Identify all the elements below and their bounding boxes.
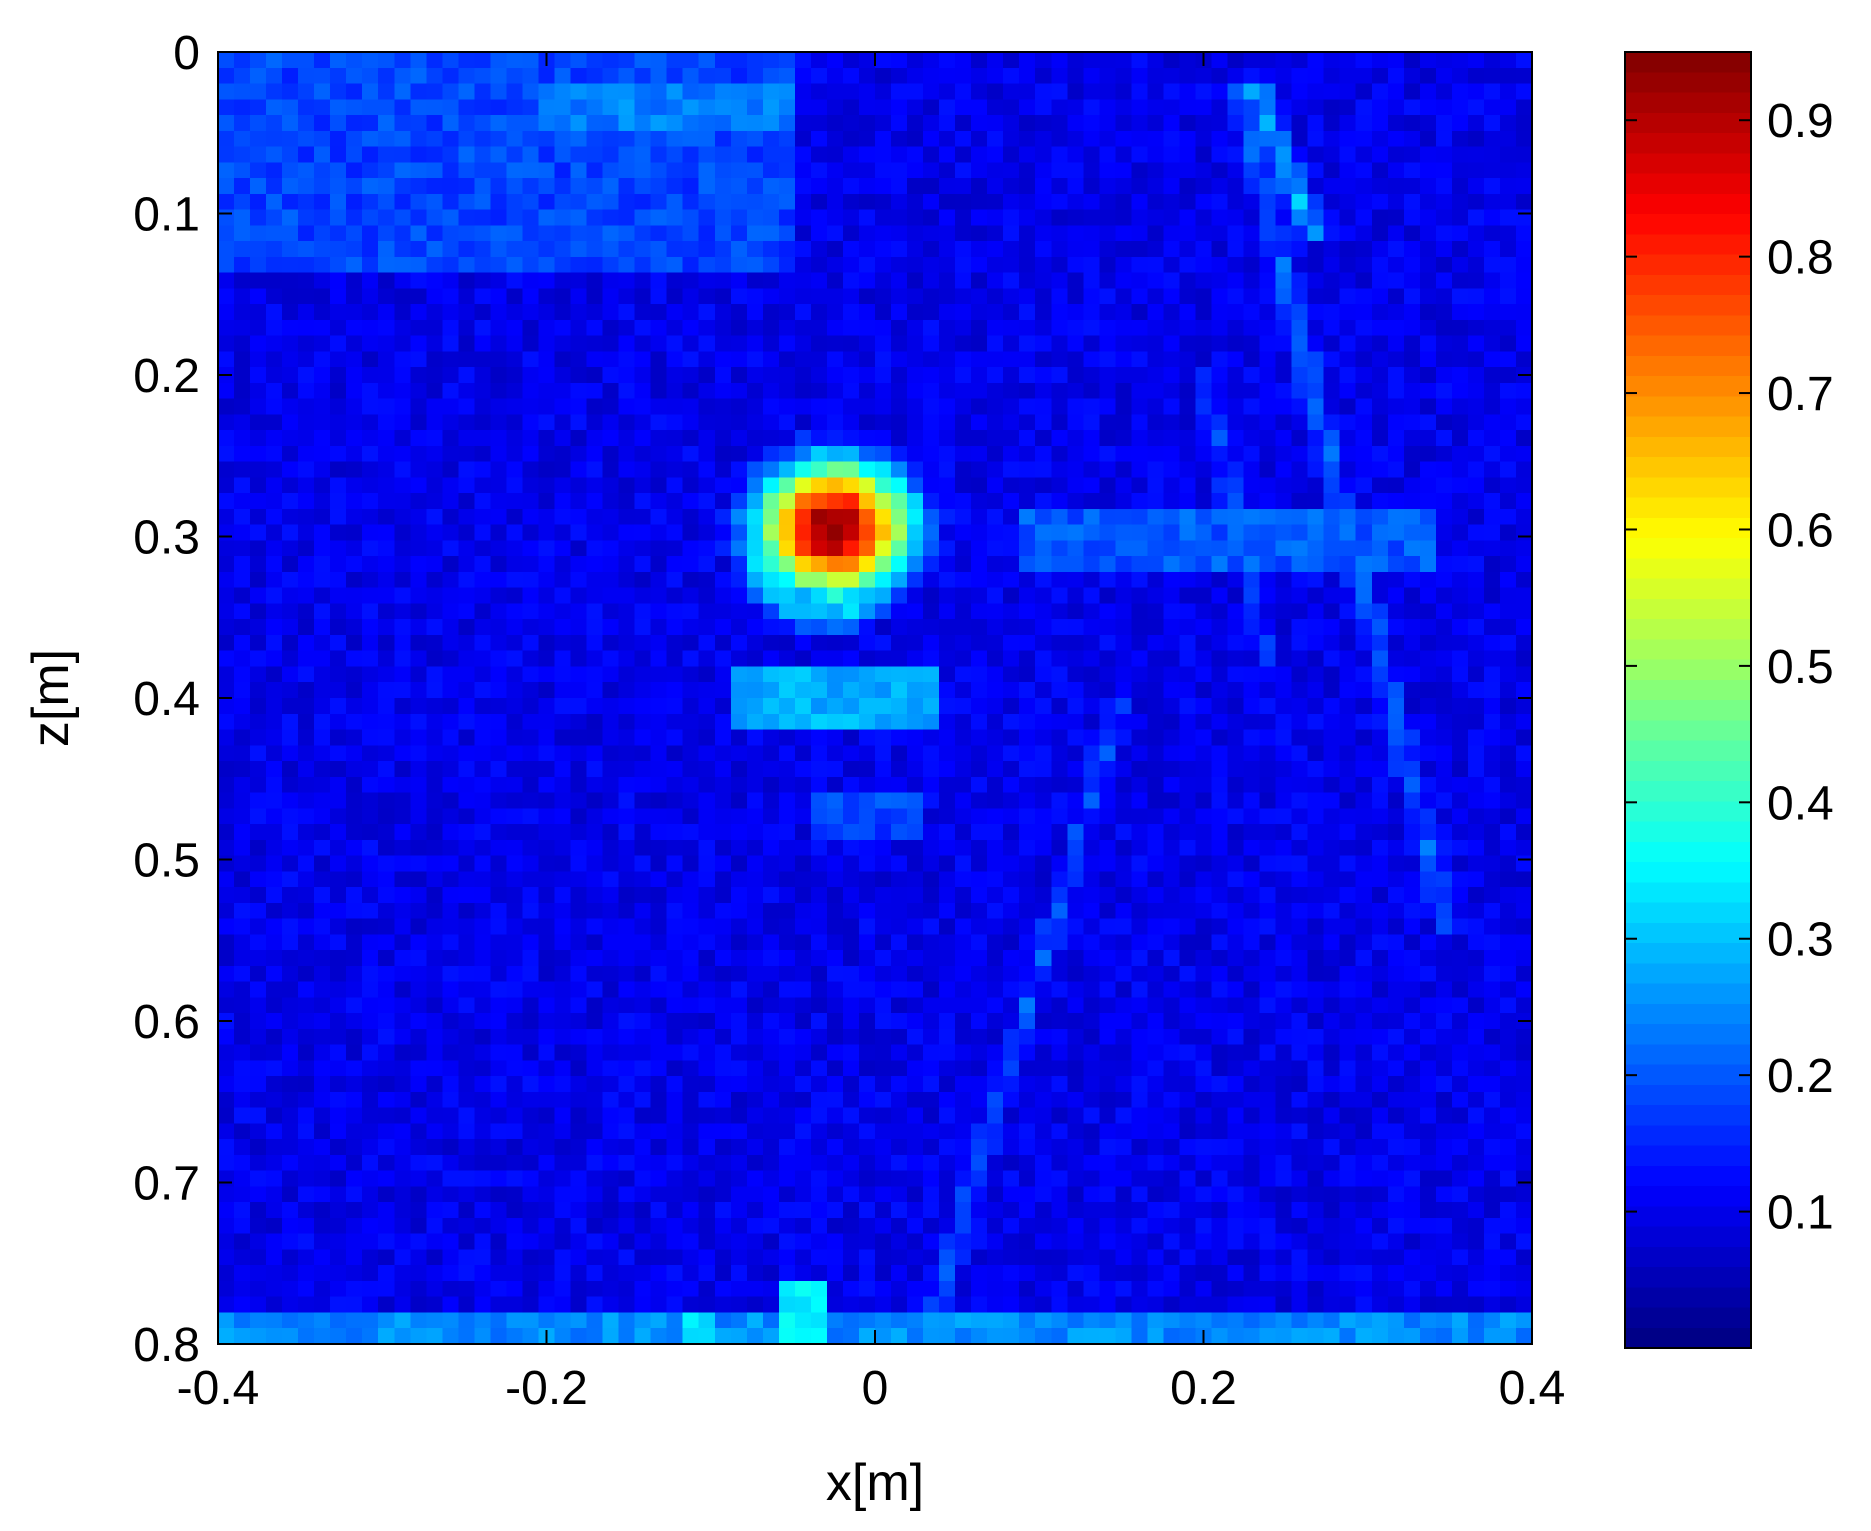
y-tick-label: 0.2 <box>133 350 200 403</box>
heatmap-image <box>218 52 1532 1344</box>
y-tick-label: 0.1 <box>133 189 200 242</box>
x-tick-label: 0.4 <box>1499 1362 1566 1415</box>
y-tick-label: 0.4 <box>133 673 200 726</box>
colorbar-ticks: 0.1 0.2 0.3 0.4 0.5 0.6 0.7 0.8 0.9 <box>1625 95 1834 1240</box>
x-tick-label: 0 <box>862 1362 889 1415</box>
y-tick-label: 0.8 <box>133 1319 200 1372</box>
x-tick-label: -0.2 <box>505 1362 588 1415</box>
colorbar-gradient <box>1625 52 1751 1348</box>
y-tick-label: 0 <box>173 27 200 80</box>
colorbar-tick-label: 0.8 <box>1767 232 1834 285</box>
colorbar-tick-label: 0.9 <box>1767 95 1834 148</box>
colorbar-tick-label: 0.3 <box>1767 914 1834 967</box>
y-axis-label: z[m] <box>22 649 80 747</box>
y-axis-ticks: 0 0.1 0.2 0.3 0.4 0.5 0.6 0.7 0.8 <box>133 27 1532 1372</box>
colorbar-frame <box>1624 51 1752 1349</box>
colorbar-tick-label: 0.6 <box>1767 504 1834 557</box>
x-axis-label: x[m] <box>826 1454 924 1512</box>
y-tick-label: 0.3 <box>133 512 200 565</box>
colorbar-tick-label: 0.7 <box>1767 368 1834 421</box>
x-tick-label: -0.4 <box>177 1362 260 1415</box>
x-tick-label: 0.2 <box>1170 1362 1237 1415</box>
colorbar-tick-label: 0.1 <box>1767 1187 1834 1240</box>
y-tick-label: 0.7 <box>133 1158 200 1211</box>
colorbar-tick-label: 0.2 <box>1767 1050 1834 1103</box>
y-tick-label: 0.5 <box>133 835 200 888</box>
colorbar-tick-label: 0.4 <box>1767 777 1834 830</box>
y-tick-label: 0.6 <box>133 996 200 1049</box>
colorbar-tick-label: 0.5 <box>1767 641 1834 694</box>
x-axis-ticks: -0.4 -0.2 0 0.2 0.4 <box>177 52 1566 1415</box>
